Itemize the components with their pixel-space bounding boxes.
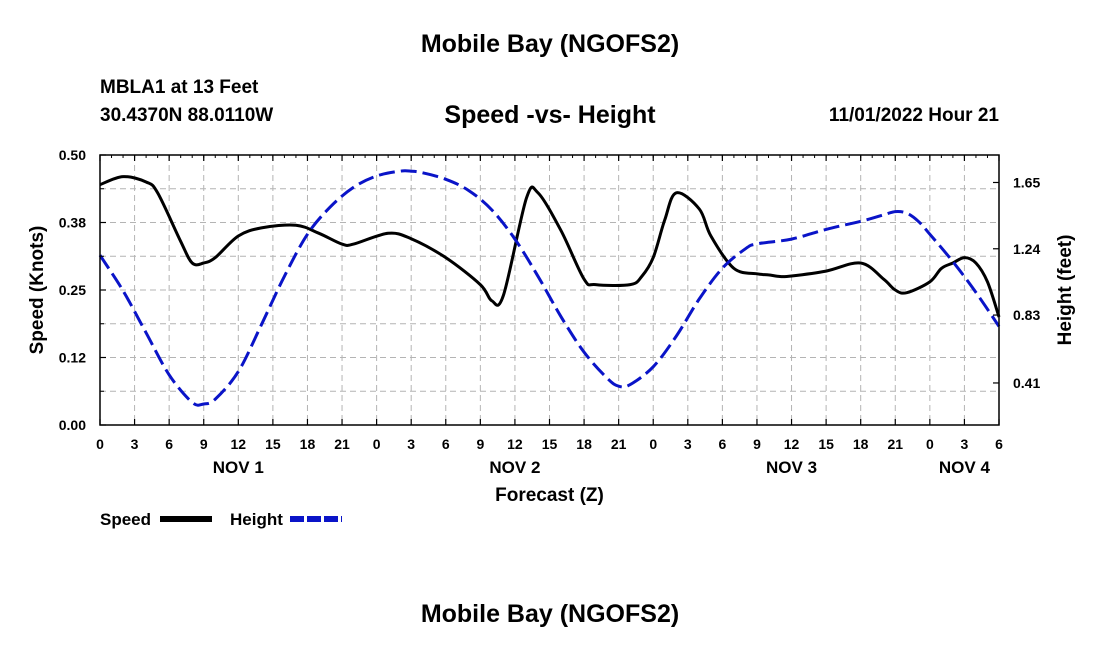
footer-title: Mobile Bay (NGOFS2) (420, 600, 680, 628)
x-tick-label: 12 (231, 436, 247, 452)
y-tick-label: 0.00 (59, 417, 86, 433)
x-tick-label: 12 (507, 436, 523, 452)
day-label: NOV 4 (939, 458, 991, 477)
x-tick-label: 12 (784, 436, 800, 452)
x-tick-label: 0 (96, 436, 104, 452)
x-tick-label: 15 (542, 436, 558, 452)
x-tick-label: 0 (926, 436, 934, 452)
day-label: NOV 3 (766, 458, 817, 477)
x-tick-label: 3 (684, 436, 692, 452)
x-tick-label: 0 (649, 436, 657, 452)
x-tick-label: 0 (373, 436, 381, 452)
x-tick-label: 9 (476, 436, 484, 452)
axes: 0 3 6 9 12 15 18 21 0 3 6 9 12 15 18 21 0 3 6 9 12 15 18 21 0 3 6 0… (59, 147, 1041, 477)
y2-tick-label: 1.24 (1013, 241, 1040, 257)
y2-tick-label: 0.83 (1013, 307, 1040, 323)
x-tick-label: 6 (442, 436, 450, 452)
grid (100, 155, 999, 425)
y2-axis-label: Height (feet) (1055, 235, 1076, 346)
series-layer (98, 169, 1001, 407)
legend-height-label: Height (230, 510, 283, 529)
x-tick-label: 6 (165, 436, 173, 452)
x-tick-label: 9 (753, 436, 761, 452)
x-tick-label: 18 (853, 436, 869, 452)
x-tick-label: 6 (995, 436, 1003, 452)
y-tick-label: 0.38 (59, 215, 86, 231)
x-tick-label: 18 (300, 436, 316, 452)
station-label: MBLA1 at 13 Feet (100, 77, 259, 98)
x-tick-label: 15 (818, 436, 834, 452)
x-tick-label: 18 (576, 436, 592, 452)
x-axis-label: Forecast (Z) (495, 485, 604, 506)
legend: Speed Height (100, 510, 342, 529)
x-tick-label: 21 (611, 436, 627, 452)
y-tick-label: 0.50 (59, 147, 86, 163)
x-tick-label: 21 (887, 436, 903, 452)
x-tick-label: 15 (265, 436, 281, 452)
y-tick-label: 0.25 (59, 282, 86, 298)
x-tick-label: 3 (407, 436, 415, 452)
y-axis-label: Speed (Knots) (27, 226, 48, 355)
x-tick-label: 3 (961, 436, 969, 452)
chart-title: Speed -vs- Height (444, 101, 656, 129)
x-tick-label: 3 (131, 436, 139, 452)
forecast-datetime: 11/01/2022 Hour 21 (828, 105, 999, 126)
series-line-speed (99, 175, 1001, 318)
day-label: NOV 2 (489, 458, 540, 477)
legend-speed-label: Speed (100, 510, 151, 529)
series-line-height (98, 169, 1001, 407)
y-tick-label: 0.12 (59, 350, 86, 366)
station-coordinates: 30.4370N 88.0110W (100, 105, 274, 126)
y2-tick-label: 0.41 (1013, 375, 1040, 391)
day-label: NOV 1 (213, 458, 264, 477)
x-tick-label: 21 (334, 436, 350, 452)
x-tick-label: 9 (200, 436, 208, 452)
y2-tick-label: 1.65 (1013, 174, 1040, 190)
x-tick-label: 6 (718, 436, 726, 452)
main-title: Mobile Bay (NGOFS2) (420, 30, 680, 58)
